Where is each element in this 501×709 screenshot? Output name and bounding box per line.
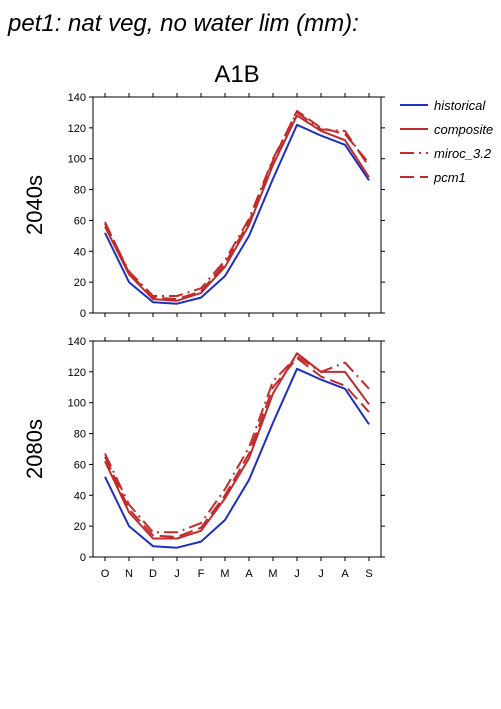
series-line-pcm1 [104, 109, 370, 301]
y-tick-label: 40 [74, 490, 86, 502]
chart-panel-2: 0 20 40 60 80 100 120 140 O N D J F M A M J J A S 2080s [22, 336, 385, 580]
x-tick-label: N [125, 568, 133, 580]
row-label: 2080s [22, 419, 47, 479]
legend-label: historical [434, 98, 486, 113]
y-tick-label: 140 [68, 336, 86, 348]
y-tick-label: 120 [68, 123, 86, 135]
y-tick-label: 0 [80, 308, 86, 320]
plot-frame [92, 96, 382, 314]
y-tick-label: 20 [74, 521, 86, 533]
x-tick-label: M [220, 568, 229, 580]
y-tick-label: 20 [74, 277, 86, 289]
row-label: 2040s [22, 175, 47, 235]
y-tick-label: 120 [68, 367, 86, 379]
series-line-composite [104, 114, 370, 302]
y-tick-label: 40 [74, 246, 86, 258]
y-tick-label: 80 [74, 185, 86, 197]
x-tick-label: J [294, 568, 300, 580]
x-tick-label: S [365, 568, 372, 580]
series-line-historical [104, 367, 370, 549]
legend-label: composite [434, 122, 493, 137]
legend: historical composite miroc_3.2 pcm1 [400, 98, 493, 185]
y-tick-label: 80 [74, 429, 86, 441]
y-tick-label: 100 [68, 398, 86, 410]
y-tick-label: 100 [68, 154, 86, 166]
page-title: pet1: nat veg, no water lim (mm): [8, 10, 359, 37]
panel-title: A1B [214, 61, 259, 88]
legend-label: pcm1 [433, 170, 466, 185]
y-tick-label: 60 [74, 215, 86, 227]
x-tick-label: F [198, 568, 205, 580]
series-line-historical [104, 123, 370, 305]
legend-label: miroc_3.2 [434, 146, 492, 161]
x-tick-label: D [149, 568, 157, 580]
x-tick-label: A [245, 568, 253, 580]
series-line-composite [104, 352, 370, 540]
x-tick-label: J [318, 568, 324, 580]
y-tick-label: 0 [80, 552, 86, 564]
series-line-miroc-3-2 [104, 355, 370, 534]
chart-panel-1: 0 20 40 60 80 100 120 140 A1B 2040s historical comp… [22, 61, 493, 320]
x-tick-label: A [341, 568, 349, 580]
y-tick-label: 60 [74, 459, 86, 471]
x-tick-label: M [268, 568, 277, 580]
series-line-pcm1 [104, 357, 370, 538]
x-tick-label: J [174, 568, 180, 580]
x-tick-label: O [101, 568, 110, 580]
plot-frame [92, 340, 382, 558]
series-line-miroc-3-2 [104, 111, 370, 297]
y-tick-label: 140 [68, 92, 86, 104]
